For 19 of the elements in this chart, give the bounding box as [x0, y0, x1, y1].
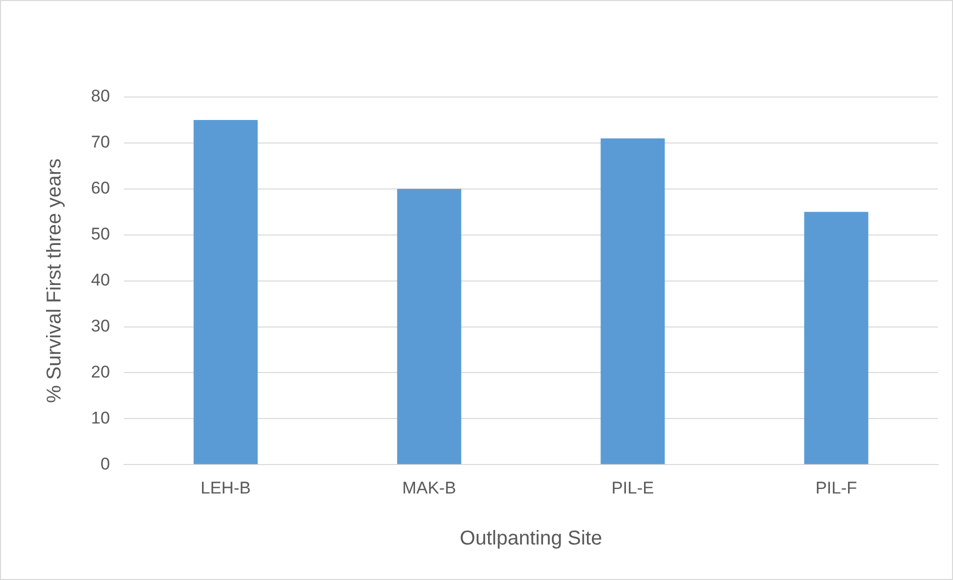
bar — [194, 120, 258, 464]
x-tick-label: MAK-B — [402, 478, 456, 498]
y-axis-title: % Survival First three years — [44, 158, 66, 404]
x-tick-label: PIL-F — [815, 478, 858, 498]
bar — [600, 138, 665, 464]
y-tick-label: 30 — [90, 316, 110, 336]
y-tick-label: 60 — [90, 178, 110, 198]
y-tick-label: 50 — [90, 224, 110, 244]
y-tick-label: 40 — [90, 270, 110, 290]
x-tick-label: LEH-B — [200, 478, 251, 498]
y-tick-label: 20 — [90, 362, 110, 382]
y-tick-label: 10 — [90, 408, 110, 428]
y-tick-label: 70 — [90, 132, 110, 152]
x-axis-title: Outlpanting Site — [460, 528, 602, 550]
y-tick-label: 80 — [90, 86, 110, 106]
y-tick-label: 0 — [100, 454, 110, 474]
bar — [397, 188, 462, 464]
bar — [804, 212, 868, 464]
x-tick-label: PIL-E — [611, 478, 654, 498]
